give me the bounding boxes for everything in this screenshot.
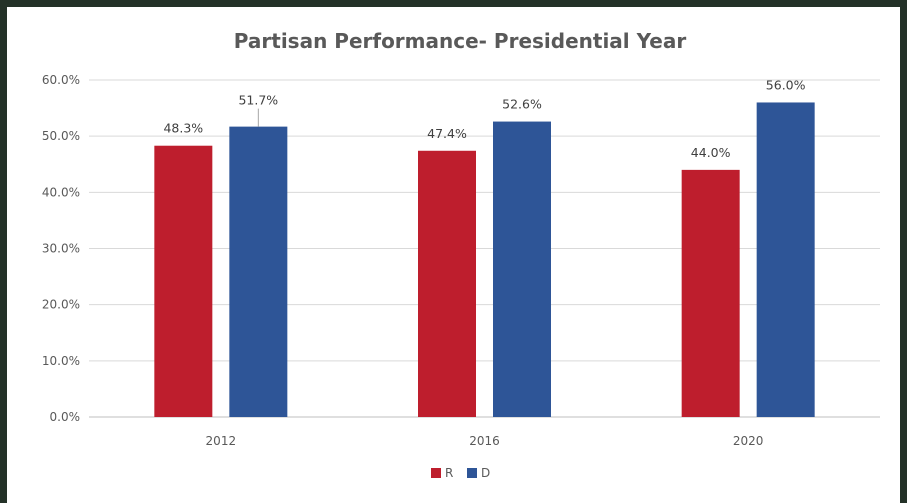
y-tick-label: 0.0% <box>50 410 81 424</box>
x-tick-label: 2020 <box>733 434 764 448</box>
bar-chart: Partisan Performance- Presidential Year … <box>42 29 880 480</box>
bar-d-2020 <box>756 102 815 417</box>
legend-label-r: R <box>445 466 453 480</box>
chart-title: Partisan Performance- Presidential Year <box>234 29 687 53</box>
y-axis: 0.0% 10.0% 20.0% 30.0% 40.0% 50.0% 60.0% <box>42 73 80 424</box>
bar-r-2016 <box>418 150 476 417</box>
data-label: 56.0% <box>766 77 806 92</box>
legend-label-d: D <box>481 466 490 480</box>
bar-d-2012 <box>229 126 288 417</box>
bar-r-2012 <box>154 145 213 417</box>
x-tick-label: 2012 <box>206 434 237 448</box>
y-tick-label: 60.0% <box>42 73 80 87</box>
chart-frame: Partisan Performance- Presidential Year … <box>7 7 900 503</box>
legend-swatch-d <box>467 468 477 478</box>
y-tick-label: 20.0% <box>42 298 80 312</box>
legend-swatch-r <box>431 468 441 478</box>
bars <box>154 102 815 418</box>
data-labels: 48.3% 51.7% 47.4% 52.6% 44.0% 56.0% <box>163 77 805 159</box>
x-tick-label: 2016 <box>469 434 500 448</box>
y-tick-label: 40.0% <box>42 185 80 199</box>
data-label: 44.0% <box>691 145 731 160</box>
y-tick-label: 30.0% <box>42 242 80 256</box>
x-axis: 2012 2016 2020 <box>206 434 764 448</box>
bar-r-2020 <box>681 169 740 417</box>
data-label: 47.4% <box>427 126 467 141</box>
data-label: 52.6% <box>502 97 542 112</box>
data-label: 48.3% <box>163 121 203 136</box>
gridlines <box>89 79 880 418</box>
y-tick-label: 10.0% <box>42 354 80 368</box>
y-tick-label: 50.0% <box>42 129 80 143</box>
data-label: 51.7% <box>238 93 278 108</box>
bar-d-2016 <box>493 121 551 418</box>
